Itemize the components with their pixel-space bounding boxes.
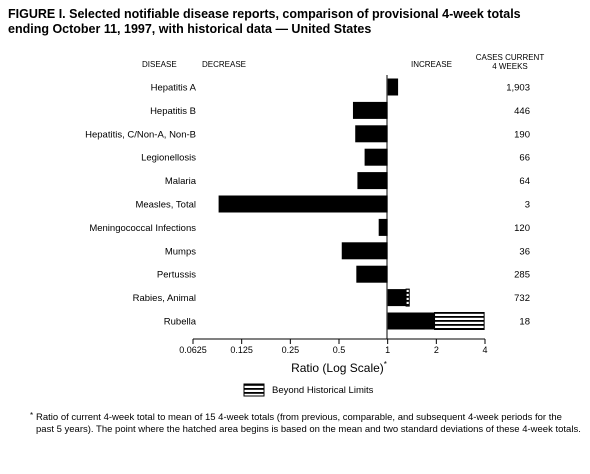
disease-label-mumps: Mumps bbox=[165, 246, 196, 257]
x-tick-label: 0.25 bbox=[282, 345, 300, 355]
header-decrease: DECREASE bbox=[202, 60, 246, 69]
case-counts: 1,903 446 190 66 64 3 120 36 285 732 18 bbox=[506, 83, 530, 328]
footnote-mark: * bbox=[30, 411, 34, 420]
disease-label-rubella: Rubella bbox=[164, 317, 197, 328]
bar-hepatitis-b bbox=[352, 101, 388, 119]
case-count-hepatitis-c-non-a-non-b: 190 bbox=[514, 129, 530, 140]
disease-label-pertussis: Pertussis bbox=[157, 270, 196, 281]
header-increase: INCREASE bbox=[411, 60, 452, 69]
x-axis-label: Ratio (Log Scale) bbox=[291, 361, 384, 375]
case-count-meningococcal-infections: 120 bbox=[514, 223, 530, 234]
header-disease: DISEASE bbox=[142, 60, 177, 69]
case-count-pertussis: 285 bbox=[514, 270, 530, 281]
disease-label-hepatitis-a: Hepatitis A bbox=[151, 83, 197, 94]
bar-hepatitis-a bbox=[387, 78, 399, 96]
disease-label-hepatitis-c-non-a-non-b: Hepatitis, C/Non-A, Non-B bbox=[85, 129, 196, 140]
legend-label: Beyond Historical Limits bbox=[272, 385, 374, 396]
disease-label-malaria: Malaria bbox=[165, 176, 197, 187]
x-tick-label: 4 bbox=[482, 345, 487, 355]
disease-labels: Hepatitis A Hepatitis B Hepatitis, C/Non-A… bbox=[85, 83, 197, 328]
x-tick-label: 1 bbox=[385, 345, 390, 355]
disease-label-hepatitis-b: Hepatitis B bbox=[150, 106, 196, 117]
header-cases-line-1: CASES CURRENT bbox=[476, 53, 545, 62]
x-axis-ticks: 0.0625 0.125 0.25 0.5 1 2 4 bbox=[179, 339, 488, 355]
case-count-rubella: 18 bbox=[519, 317, 530, 328]
title-line-1: FIGURE I. Selected notifiable disease re… bbox=[8, 7, 521, 21]
figure-title: FIGURE I. Selected notifiable disease re… bbox=[8, 7, 578, 37]
x-tick-label: 0.125 bbox=[230, 345, 253, 355]
case-count-measles-total: 3 bbox=[525, 200, 530, 211]
bar-malaria bbox=[357, 172, 388, 190]
disease-ratio-chart: DISEASE DECREASE INCREASE CASES CURRENT … bbox=[85, 53, 545, 397]
header-cases-line-2: 4 WEEKS bbox=[492, 62, 528, 71]
bars-group bbox=[218, 78, 485, 330]
disease-label-rabies-animal: Rabies, Animal bbox=[133, 293, 196, 304]
title-line-2: ending October 11, 1997, with historical… bbox=[8, 22, 372, 36]
bar-meningococcal-infections bbox=[378, 218, 388, 236]
disease-label-meningococcal-infections: Meningococcal Infections bbox=[89, 223, 196, 234]
disease-label-legionellosis: Legionellosis bbox=[141, 153, 196, 164]
case-count-malaria: 64 bbox=[519, 176, 530, 187]
bar-rubella bbox=[387, 312, 435, 330]
bar-legionellosis bbox=[364, 148, 388, 166]
bar-mumps bbox=[341, 242, 388, 260]
x-tick-label: 0.0625 bbox=[179, 345, 207, 355]
x-axis-title: Ratio (Log Scale)* bbox=[291, 360, 387, 375]
bar-hepatitis-c-non-a-non-b bbox=[355, 125, 388, 143]
case-count-hepatitis-a: 1,903 bbox=[506, 83, 530, 94]
case-count-rabies-animal: 732 bbox=[514, 293, 530, 304]
disease-label-measles-total: Measles, Total bbox=[135, 200, 196, 211]
x-tick-label: 0.5 bbox=[333, 345, 346, 355]
legend: Beyond Historical Limits bbox=[243, 383, 374, 397]
case-count-hepatitis-b: 446 bbox=[514, 106, 530, 117]
footnote-text: Ratio of current 4-week total to mean of… bbox=[36, 412, 581, 435]
x-axis-label-mark: * bbox=[384, 360, 387, 369]
x-tick-label: 2 bbox=[434, 345, 439, 355]
bar-hatched-rabies-animal bbox=[405, 288, 410, 307]
bar-hatched-rubella bbox=[434, 312, 485, 330]
case-count-legionellosis: 66 bbox=[519, 153, 530, 164]
bar-pertussis bbox=[356, 265, 388, 283]
legend-swatch bbox=[243, 383, 265, 397]
bar-measles-total bbox=[218, 195, 388, 213]
footnote: * Ratio of current 4-week total to mean … bbox=[30, 411, 581, 436]
bar-rabies-animal bbox=[387, 289, 407, 307]
case-count-mumps: 36 bbox=[519, 246, 530, 257]
